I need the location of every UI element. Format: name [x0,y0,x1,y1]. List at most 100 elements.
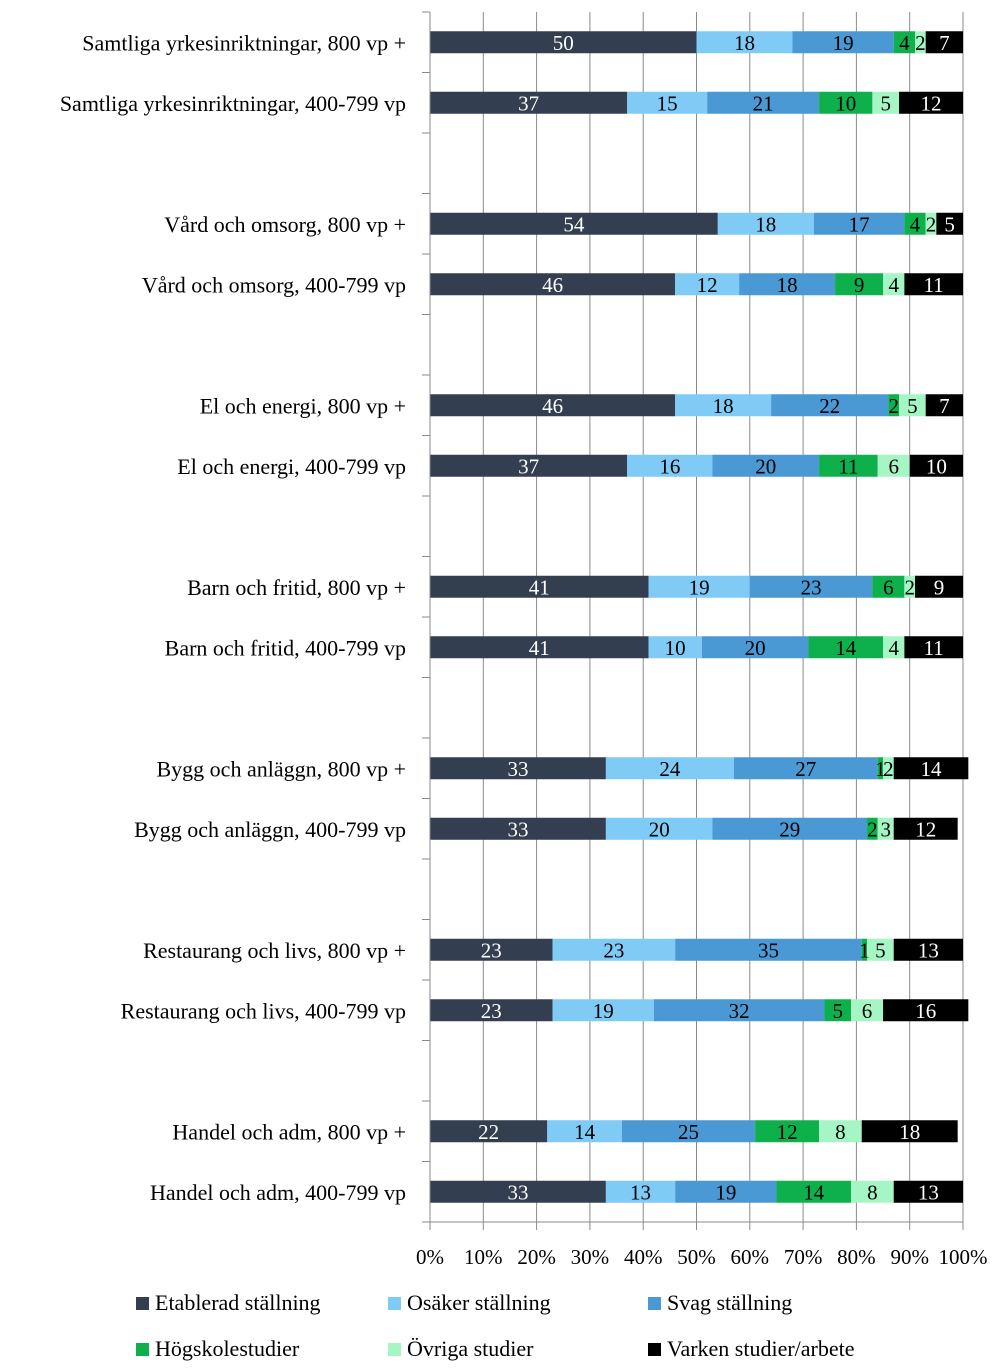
bar-segment [893,1180,963,1203]
data-label: 18 [755,212,776,236]
data-label: 1 [859,938,870,962]
bar-segment [430,394,676,417]
legend-label: Högskolestudier [155,1336,300,1361]
x-tick-label: 40% [624,1245,663,1269]
data-label: 19 [689,575,710,599]
bar-segment [605,1180,676,1203]
legend-item: Svag ställning [648,1290,792,1315]
bar-segment [888,394,900,417]
data-label: 2 [867,817,878,841]
bar-segment [808,636,884,659]
bar-segment [430,31,697,54]
bar-segment [653,999,825,1022]
data-label: 46 [542,273,563,297]
data-label: 14 [835,636,857,660]
category-label: Handel och adm, 800 vp + [172,1119,406,1144]
data-label: 18 [777,273,798,297]
bar-segment [835,273,884,296]
x-tick-label: 90% [890,1245,929,1269]
data-label: 9 [934,575,945,599]
data-label: 7 [939,31,950,55]
bar-segment [824,999,852,1022]
x-tick-label: 70% [784,1245,823,1269]
bar-segment [936,212,963,235]
bar-segment [904,212,926,235]
bar-segment [749,575,873,598]
bar-segment [925,394,963,417]
data-label: 20 [745,636,766,660]
bar-segment [717,212,814,235]
bar-segment [904,273,963,296]
data-label: 4 [910,212,921,236]
data-label: 10 [926,454,947,478]
bar-segment [605,757,734,780]
data-label: 20 [755,454,776,478]
data-label: 2 [888,394,899,418]
data-label: 22 [819,394,840,418]
data-label: 11 [924,636,944,660]
bar-segment [552,999,654,1022]
bar-segment [883,636,905,659]
data-label: 16 [659,454,680,478]
category-label: Handel och adm, 400-799 vp [150,1180,406,1205]
data-label: 8 [867,1180,878,1204]
bar-segment [883,757,894,780]
bar-segment [915,31,926,54]
data-label: 27 [795,757,816,781]
data-label: 2 [904,575,915,599]
data-label: 3 [880,817,891,841]
bar-segment [893,817,958,840]
bar-segment [771,394,889,417]
category-label: El och energi, 400-799 vp [177,454,406,479]
bar-segment [893,31,916,54]
data-label: 14 [803,1180,825,1204]
bar-segment [675,938,862,961]
bar-segment [430,91,628,114]
data-label: 33 [507,817,528,841]
bar-segment [739,273,836,296]
bar-segment [813,212,905,235]
bar-segment [872,575,905,598]
bar-segment [430,575,649,598]
data-label: 25 [678,1120,699,1144]
bar-segment [430,817,606,840]
data-label: 19 [715,1180,736,1204]
x-tick-label: 50% [677,1245,716,1269]
data-label: 14 [574,1120,596,1144]
data-label: 4 [888,636,899,660]
bar-segment [755,1120,820,1143]
bar-segment [872,91,900,114]
data-label: 19 [593,999,614,1023]
data-label: 12 [697,273,718,297]
data-label: 8 [835,1120,846,1144]
legend-item: Osäker ställning [388,1290,551,1315]
category-axis: Samtliga yrkesinriktningar, 800 vp + Samt… [60,11,431,1223]
x-tick-label: 60% [731,1245,770,1269]
data-label: 32 [729,999,750,1023]
bar-segments [430,31,969,1203]
bar-segment [675,1180,777,1203]
data-label: 7 [939,394,950,418]
data-label: 5 [832,999,843,1023]
data-label: 2 [926,212,937,236]
category-label: Restaurang och livs, 400-799 vp [121,998,406,1023]
data-label: 37 [518,454,539,478]
category-label: Samtliga yrkesinriktningar, 400-799 vp [60,91,406,116]
data-label: 12 [777,1120,798,1144]
data-label: 23 [603,938,624,962]
data-label: 41 [529,636,550,660]
bar-segment [877,757,884,780]
data-label: 37 [518,91,539,115]
bar-segment [877,454,910,477]
bar-segment [696,31,793,54]
x-tick-label: 80% [837,1245,876,1269]
data-label: 18 [713,394,734,418]
bar-segment [430,212,718,235]
data-label: 5 [875,938,886,962]
data-label: 4 [888,273,899,297]
legend-label: Svag ställning [667,1290,792,1315]
data-label: 22 [478,1120,499,1144]
legend-label: Övriga studier [407,1336,534,1361]
